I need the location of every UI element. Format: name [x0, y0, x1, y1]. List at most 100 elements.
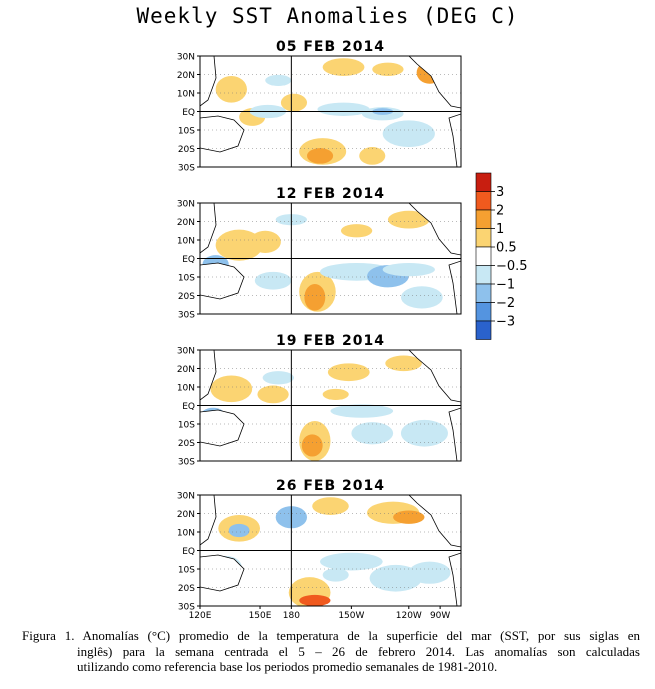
lat-label: 30N	[177, 200, 195, 210]
lon-label: 180	[283, 611, 300, 621]
lat-label: 30S	[178, 164, 195, 174]
lat-label: EQ	[182, 547, 195, 557]
legend-label: 1	[496, 222, 504, 237]
anomaly-region	[249, 230, 281, 253]
caption-line-1: Figura 1. Anomalías (°C) promedio de la …	[22, 628, 640, 643]
lat-label: 10N	[177, 90, 195, 100]
legend-label: −3	[496, 315, 515, 330]
landmass-americas-south	[448, 260, 461, 314]
lat-label: EQ	[182, 108, 195, 118]
legend-swatch	[475, 265, 492, 285]
lat-label: 10S	[178, 421, 195, 431]
anomaly-region	[382, 120, 435, 148]
panel-date-label: 26 FEB 2014	[276, 478, 385, 494]
lat-label: 20S	[178, 584, 195, 594]
anomaly-region	[340, 224, 373, 238]
legend-label: 0.5	[496, 241, 517, 256]
landmass-australia-ng	[200, 115, 245, 153]
anomaly-region	[408, 561, 451, 584]
anomaly-region	[322, 58, 365, 76]
anomaly-field	[200, 495, 461, 606]
anomaly-region	[351, 422, 394, 445]
legend-swatch	[475, 172, 492, 192]
lat-label: 10N	[177, 529, 195, 539]
landmass-americas-north	[408, 56, 461, 109]
legend-swatch	[475, 191, 492, 211]
lat-label: 20N	[177, 365, 195, 375]
lat-label: 20S	[178, 439, 195, 449]
anomaly-region	[280, 93, 308, 112]
map-panel-05-feb: 05 FEB 2014 30N 20N 10N EQ 10S 20S 30S	[177, 39, 462, 174]
lat-label: 20S	[178, 145, 195, 155]
anomaly-region	[301, 434, 323, 457]
lat-label: 10S	[178, 566, 195, 576]
anomaly-region	[228, 523, 250, 538]
sst-map-figure: 05 FEB 2014 30N 20N 10N EQ 10S 20S 30S 12 FEB 2…	[177, 39, 528, 621]
legend-label: 2	[496, 204, 504, 219]
lat-label: 10N	[177, 237, 195, 247]
lon-label: 120E	[189, 611, 212, 621]
landmass-asia	[200, 203, 217, 254]
legend-swatch	[475, 283, 492, 303]
anomaly-region	[400, 419, 448, 447]
anomaly-region	[265, 74, 292, 86]
lat-label: 20N	[177, 71, 195, 81]
figure-title: Weekly SST Anomalies (DEG C)	[136, 4, 519, 28]
legend-swatch	[475, 209, 492, 229]
anomaly-region	[262, 371, 294, 385]
anomaly-region	[372, 62, 404, 76]
anomaly-region	[322, 388, 349, 400]
lat-label: 20N	[177, 510, 195, 520]
landmass-americas-north	[408, 203, 461, 256]
lon-label: 120W	[396, 611, 422, 621]
legend-swatch	[475, 228, 492, 248]
anomaly-region	[215, 229, 263, 261]
anomaly-region	[359, 147, 386, 165]
panel-date-label: 19 FEB 2014	[276, 333, 385, 349]
anomaly-region	[322, 568, 349, 582]
lat-label: 20N	[177, 218, 195, 228]
landmass-australia-ng	[200, 409, 245, 447]
landmass-australia-ng	[200, 554, 245, 592]
landmass-asia	[200, 350, 217, 401]
legend-label: 3	[496, 185, 504, 200]
landmass-asia	[200, 56, 217, 107]
landmass-americas-south	[448, 552, 461, 606]
anomaly-region	[312, 497, 349, 515]
anomaly-region	[382, 262, 435, 277]
legend-swatch	[475, 246, 492, 266]
lon-label: 90W	[430, 611, 450, 621]
lat-label: 30S	[178, 311, 195, 321]
lat-label: 30N	[177, 53, 195, 63]
anomaly-region	[317, 102, 370, 116]
lat-label: 20S	[178, 292, 195, 302]
landmass-americas-north	[408, 495, 461, 548]
anomaly-region	[299, 594, 331, 606]
map-panel-12-feb: 12 FEB 2014 30N 20N 10N EQ 10S 20S 30S	[177, 186, 462, 321]
anomaly-region	[210, 375, 253, 403]
landmass-asia	[200, 495, 217, 546]
caption-line-2: inglês) para la semana centrada el 5 – 2…	[77, 643, 640, 659]
anomaly-region	[387, 210, 430, 229]
anomaly-region	[257, 385, 289, 404]
lat-label: 30N	[177, 347, 195, 357]
figure-caption: Figura 1. Anomalías (°C) promedio de la …	[22, 628, 640, 675]
lat-label: 30S	[178, 458, 195, 468]
color-legend: 3 2 1 0.5 −0.5 −1 −2 −3	[475, 172, 528, 340]
lon-label: 150E	[249, 611, 272, 621]
anomaly-region	[400, 286, 443, 309]
lat-label: 30N	[177, 492, 195, 502]
anomaly-region	[307, 148, 334, 164]
landmass-americas-north	[408, 350, 461, 403]
lat-label: 10S	[178, 274, 195, 284]
landmass-americas-south	[448, 407, 461, 461]
panel-date-label: 05 FEB 2014	[276, 39, 385, 55]
landmass-americas-south	[448, 113, 461, 167]
caption-line-3: utilizando como referencia base los peri…	[77, 659, 498, 674]
anomaly-region	[320, 552, 383, 571]
anomaly-region	[304, 284, 326, 311]
lat-label: 30S	[178, 603, 195, 613]
legend-label: −1	[496, 278, 515, 293]
legend-label: −2	[496, 296, 515, 311]
